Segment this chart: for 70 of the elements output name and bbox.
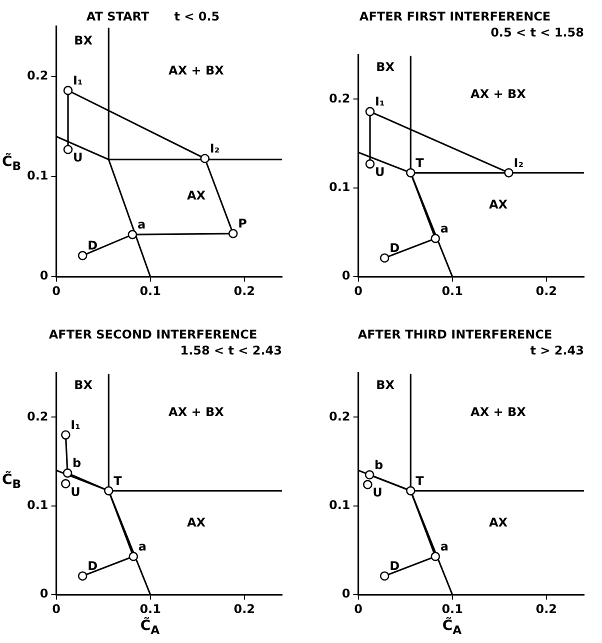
y-tick-label: 0.2 (26, 68, 48, 83)
annotation: I₂ (514, 156, 524, 170)
y-tick-label: 0.2 (328, 409, 350, 424)
y-axis-title: C̃$_{B}$ (2, 472, 22, 491)
x-tick-label: 0 (52, 602, 60, 616)
x-tick-label: 0 (52, 284, 60, 298)
chart-subtitle: 1.58 < t < 2.43 (180, 344, 282, 358)
annotation: a (440, 222, 448, 236)
annotation: AX (488, 198, 508, 212)
annotation: I₁ (70, 418, 80, 432)
y-tick-label: 0.1 (26, 168, 48, 183)
annotation: BX (74, 378, 94, 392)
annotation: U (70, 484, 80, 499)
annotation: D (88, 238, 98, 253)
chart-title: AFTER SECOND INTERFERENCE (48, 327, 258, 342)
annotation: T (416, 156, 425, 170)
x-tick-label: 0.1 (140, 602, 161, 616)
annotation: P (238, 216, 248, 231)
annotation: D (390, 241, 400, 256)
annotation: a (138, 540, 146, 554)
annotation: I₁ (73, 74, 83, 88)
y-tick-label: 0.1 (328, 180, 350, 194)
x-tick-label: 0.1 (140, 284, 161, 298)
annotation: AX (186, 516, 206, 530)
annotation: U (372, 486, 382, 500)
annotation: AX (186, 188, 206, 203)
y-tick-label: 0 (40, 586, 48, 601)
y-tick-label: 0.1 (26, 498, 48, 512)
annotation: D (88, 559, 98, 574)
x-tick-label: 0.2 (234, 602, 256, 616)
annotation: U (73, 150, 83, 165)
x-tick-label: 0.2 (536, 602, 558, 616)
annotation: AX + BX (168, 404, 225, 419)
x-tick-label: 0 (354, 602, 362, 616)
y-axis-title: C̃$_{B}$ (2, 154, 22, 173)
annotation: a (137, 218, 146, 232)
annotation: b (374, 458, 384, 472)
y-tick-label: 0 (342, 586, 350, 601)
y-tick-label: 0.2 (26, 409, 48, 424)
x-tick-label: 0.1 (442, 284, 463, 298)
annotation: T (416, 474, 425, 488)
x-axis-title: C̃$_{A}$ (139, 618, 161, 637)
annotation: a (440, 540, 448, 554)
x-tick-label: 0 (354, 284, 362, 298)
annotation: AX (488, 516, 508, 530)
chart-title: AFTER THIRD INTERFERENCE (358, 327, 552, 342)
annotation: BX (376, 378, 396, 392)
chart-subtitle: 0.5 < t < 1.58 (490, 26, 584, 40)
chart-title: AT START t < 0.5 (86, 9, 220, 24)
x-tick-label: 0.2 (536, 284, 558, 298)
annotation: I₂ (210, 142, 220, 156)
x-tick-label: 0.1 (442, 602, 463, 616)
x-tick-label: 0.2 (234, 284, 256, 298)
annotation: AX + BX (470, 404, 527, 419)
annotation: T (114, 474, 123, 488)
annotation: AX + BX (168, 64, 225, 78)
y-tick-label: 0 (342, 268, 350, 283)
annotation: BX (376, 60, 396, 74)
annotation: AX + BX (470, 86, 527, 101)
y-tick-label: 0.2 (328, 91, 350, 106)
y-tick-label: 0 (40, 268, 48, 283)
x-axis-title: C̃$_{A}$ (441, 618, 463, 637)
annotation: U (375, 165, 385, 180)
annotation: b (72, 456, 82, 470)
annotation: D (390, 559, 400, 574)
annotation: I₁ (375, 94, 385, 109)
chart-subtitle: t > 2.43 (530, 344, 584, 358)
y-tick-label: 0.1 (328, 498, 350, 512)
annotation: BX (74, 34, 94, 48)
chart-title: AFTER FIRST INTERFERENCE (359, 9, 551, 24)
